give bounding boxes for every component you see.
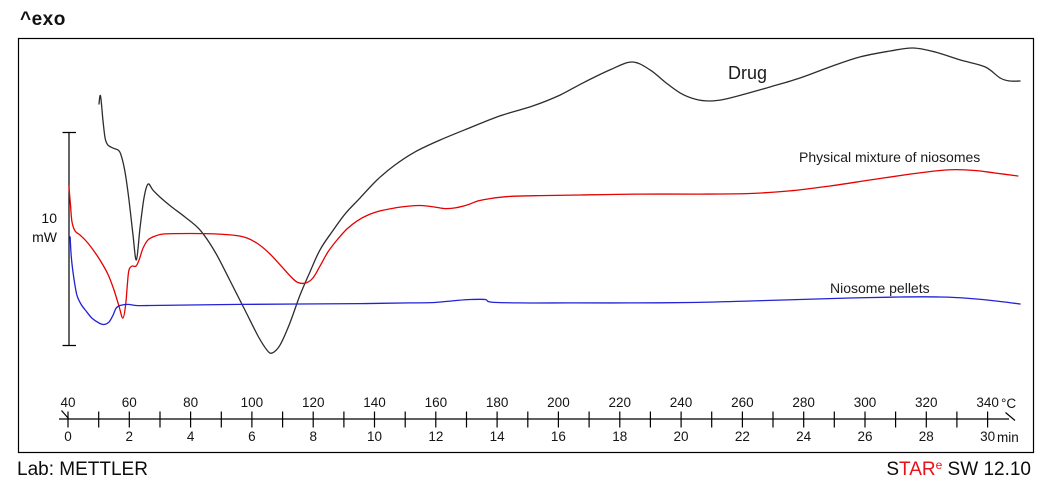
time-tick-label: 8 — [309, 429, 317, 444]
temp-tick-label: 340 — [976, 395, 999, 410]
time-unit-label: min — [997, 430, 1019, 445]
time-tick-label: 12 — [428, 429, 444, 444]
axis-end-arrow — [1005, 412, 1016, 421]
curves — [68, 47, 1021, 354]
temp-tick-label: 120 — [301, 395, 325, 410]
scale-bar-unit: mW — [32, 228, 57, 245]
temp-tick-label: 280 — [792, 395, 815, 410]
plot-frame — [17, 37, 1035, 454]
time-tick-label: 24 — [796, 429, 812, 444]
curve-label-niosome-pellets: Niosome pellets — [830, 280, 930, 296]
curve-pellets — [69, 236, 1021, 326]
curve-mixture — [68, 168, 1019, 319]
time-tick-label: 4 — [186, 429, 195, 444]
software-s: S — [886, 459, 899, 480]
temp-tick-label: 40 — [60, 395, 76, 410]
software-version-label: STARe SW 12.10 — [886, 458, 1031, 481]
temp-tick-label: 220 — [608, 395, 632, 410]
time-tick-label: 30 — [980, 429, 996, 444]
time-tick-label: 26 — [857, 429, 873, 444]
time-tick-label: 18 — [612, 429, 628, 444]
temp-tick-label: 260 — [731, 395, 754, 410]
time-tick-label: 2 — [125, 429, 134, 444]
temp-tick-label: 240 — [669, 395, 693, 410]
temp-tick-label: 100 — [240, 395, 264, 410]
software-e-superscript: e — [935, 458, 943, 472]
time-tick-label: 14 — [489, 429, 505, 444]
time-tick-label: 6 — [248, 429, 256, 444]
time-tick-label: 20 — [673, 429, 689, 444]
time-tick-label: 28 — [918, 429, 934, 444]
axis-start-mark — [61, 410, 69, 419]
time-tick-label: 0 — [64, 429, 72, 444]
time-tick-label: 22 — [734, 429, 750, 444]
temp-unit-label: °C — [1001, 396, 1017, 411]
x-axis — [59, 410, 1016, 428]
software-rest: SW 12.10 — [942, 459, 1031, 480]
time-tick-label: 10 — [367, 429, 383, 444]
scale-bar-value: 10 — [41, 210, 57, 226]
temp-tick-label: 80 — [183, 395, 199, 410]
temp-tick-label: 320 — [915, 395, 938, 410]
exo-direction-label: ^exo — [20, 9, 66, 30]
temp-tick-label: 300 — [853, 395, 877, 410]
lab-name-label: Lab: METTLER — [17, 459, 148, 480]
temp-tick-label: 140 — [363, 395, 386, 410]
temp-tick-label: 180 — [485, 395, 509, 410]
software-tar: TAR — [899, 459, 936, 480]
scale-bar-label: 10 mW — [19, 209, 57, 246]
curve-label-physical-mixture: Physical mixture of niosomes — [799, 149, 981, 165]
temp-tick-label: 60 — [121, 395, 137, 410]
time-tick-label: 16 — [550, 429, 566, 444]
temp-tick-label: 200 — [547, 395, 570, 410]
temp-tick-label: 160 — [424, 395, 448, 410]
curve-label-drug: Drug — [728, 63, 768, 83]
heatflow-scale-bracket — [62, 131, 76, 347]
curve-drug — [98, 47, 1021, 354]
